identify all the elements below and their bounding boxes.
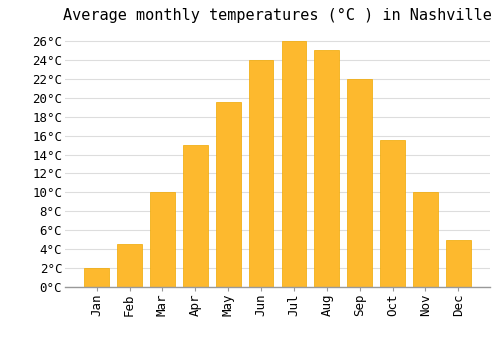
Bar	[183, 145, 208, 287]
Bar	[248, 60, 274, 287]
Bar	[84, 268, 109, 287]
Bar	[446, 240, 470, 287]
Bar	[348, 79, 372, 287]
Bar	[413, 193, 438, 287]
Bar	[380, 140, 405, 287]
Bar	[282, 41, 306, 287]
Bar	[150, 193, 174, 287]
Bar	[216, 103, 240, 287]
Bar	[117, 244, 142, 287]
Title: Average monthly temperatures (°C ) in Nashville: Average monthly temperatures (°C ) in Na…	[63, 8, 492, 23]
Bar	[314, 50, 339, 287]
